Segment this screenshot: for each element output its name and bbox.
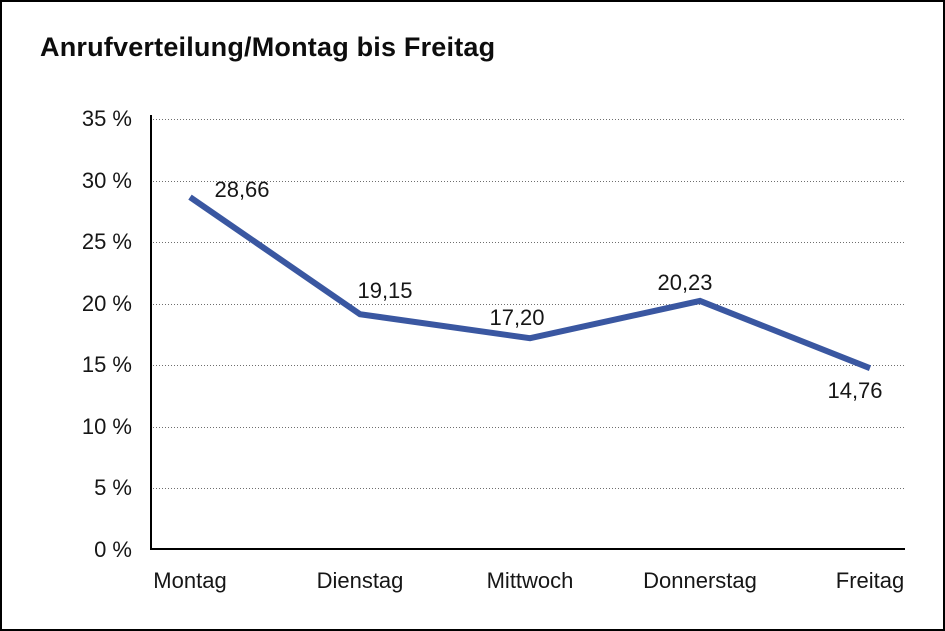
y-axis-line bbox=[150, 115, 152, 550]
data-label: 14,76 bbox=[827, 378, 883, 403]
y-axis-tick-label: 25 % bbox=[81, 229, 132, 254]
gridline bbox=[150, 181, 905, 182]
x-axis-line bbox=[150, 548, 905, 550]
x-axis-category-label: Freitag bbox=[835, 568, 905, 593]
gridline bbox=[150, 119, 905, 120]
line-series bbox=[188, 194, 872, 371]
y-axis-tick-label: 0 % bbox=[94, 537, 132, 562]
y-axis-tick-label: 35 % bbox=[81, 106, 132, 131]
data-label: 28,66 bbox=[214, 177, 270, 202]
data-label: 17,20 bbox=[489, 305, 545, 330]
gridline bbox=[150, 365, 905, 366]
gridline bbox=[150, 427, 905, 428]
x-axis-category-label: Mittwoch bbox=[486, 568, 574, 593]
y-axis-tick-label: 30 % bbox=[81, 168, 132, 193]
chart-title: Anrufverteilung/Montag bis Freitag bbox=[40, 32, 496, 62]
data-label: 19,15 bbox=[357, 278, 413, 303]
y-axis-tick-label: 5 % bbox=[94, 475, 132, 500]
y-axis-tick-label: 15 % bbox=[81, 352, 132, 377]
x-axis-category-label: Donnerstag bbox=[643, 568, 757, 593]
y-axis-tick-label: 20 % bbox=[81, 291, 132, 316]
x-axis-category-label: Dienstag bbox=[316, 568, 404, 593]
data-label: 20,23 bbox=[657, 270, 713, 295]
gridline bbox=[150, 304, 905, 305]
gridline bbox=[150, 488, 905, 489]
plot-area: 28,66 19,15 17,20 20,23 14,76 bbox=[150, 115, 905, 550]
y-axis-tick-label: 10 % bbox=[81, 414, 132, 439]
x-axis-category-label: Montag bbox=[153, 568, 227, 593]
gridline bbox=[150, 242, 905, 243]
